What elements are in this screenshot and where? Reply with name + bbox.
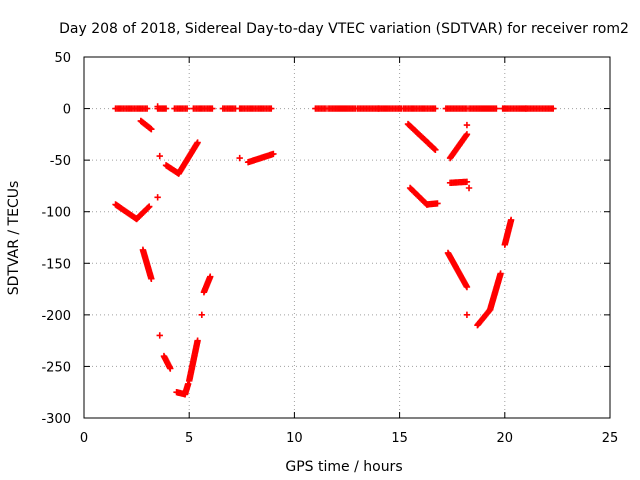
y-tick-label: -50 <box>50 154 71 169</box>
data-point <box>549 105 557 112</box>
data-point <box>194 139 201 146</box>
x-tick-label: 15 <box>391 431 408 446</box>
data-point <box>184 380 192 388</box>
data-point <box>154 194 161 201</box>
y-tick-label: -300 <box>41 412 71 427</box>
data-point <box>463 311 471 319</box>
plot-frame <box>83 56 611 419</box>
data-point <box>162 105 170 112</box>
data-point <box>194 337 201 344</box>
data-point <box>167 365 174 372</box>
data-point <box>156 332 163 339</box>
x-tick-label: 20 <box>497 431 514 446</box>
data-point <box>148 275 155 282</box>
data-point <box>507 216 515 224</box>
y-tick-label: 0 <box>63 103 71 118</box>
y-tick-label: -150 <box>41 257 71 272</box>
data-point <box>463 283 471 291</box>
data-point <box>268 105 275 112</box>
data-point <box>463 178 471 186</box>
series-2 <box>154 103 473 339</box>
tick-labels: 0 5 10 15 20 25 -300 -250 -200 -150 -100 -50 0 50 <box>41 51 618 446</box>
y-tick-label: -200 <box>41 309 71 324</box>
y-axis-title: SDTVAR / TECUs <box>6 181 22 296</box>
data-point <box>154 103 161 110</box>
axis-ticks <box>83 56 611 419</box>
data-point <box>146 203 153 210</box>
x-tick-label: 0 <box>80 431 88 446</box>
y-tick-label: 50 <box>54 51 71 66</box>
data-point <box>465 184 473 192</box>
data-point <box>270 150 277 158</box>
data-point <box>143 105 151 112</box>
x-tick-label: 25 <box>602 431 619 446</box>
data-point <box>156 152 163 160</box>
data-point <box>148 126 155 133</box>
data-point <box>434 200 441 207</box>
data-point <box>207 273 214 280</box>
data-point <box>236 154 243 162</box>
y-tick-label: -250 <box>41 360 71 375</box>
x-axis-title: GPS time / hours <box>285 459 402 475</box>
data-point <box>432 105 439 112</box>
series-0 <box>112 105 557 112</box>
x-tick-label: 10 <box>286 431 303 446</box>
series-1 <box>112 117 515 398</box>
chart-title: Day 208 of 2018, Sidereal Day-to-day VTE… <box>59 21 629 37</box>
data-point <box>497 270 504 277</box>
x-tick-label: 5 <box>185 431 193 446</box>
data-point <box>183 105 191 112</box>
data-point <box>432 146 439 154</box>
data-point <box>198 311 206 319</box>
data-point <box>209 105 216 112</box>
data-point <box>493 105 500 112</box>
y-tick-label: -100 <box>41 206 71 221</box>
data-point <box>463 131 471 138</box>
data-marks <box>112 103 557 398</box>
data-point <box>463 121 471 129</box>
